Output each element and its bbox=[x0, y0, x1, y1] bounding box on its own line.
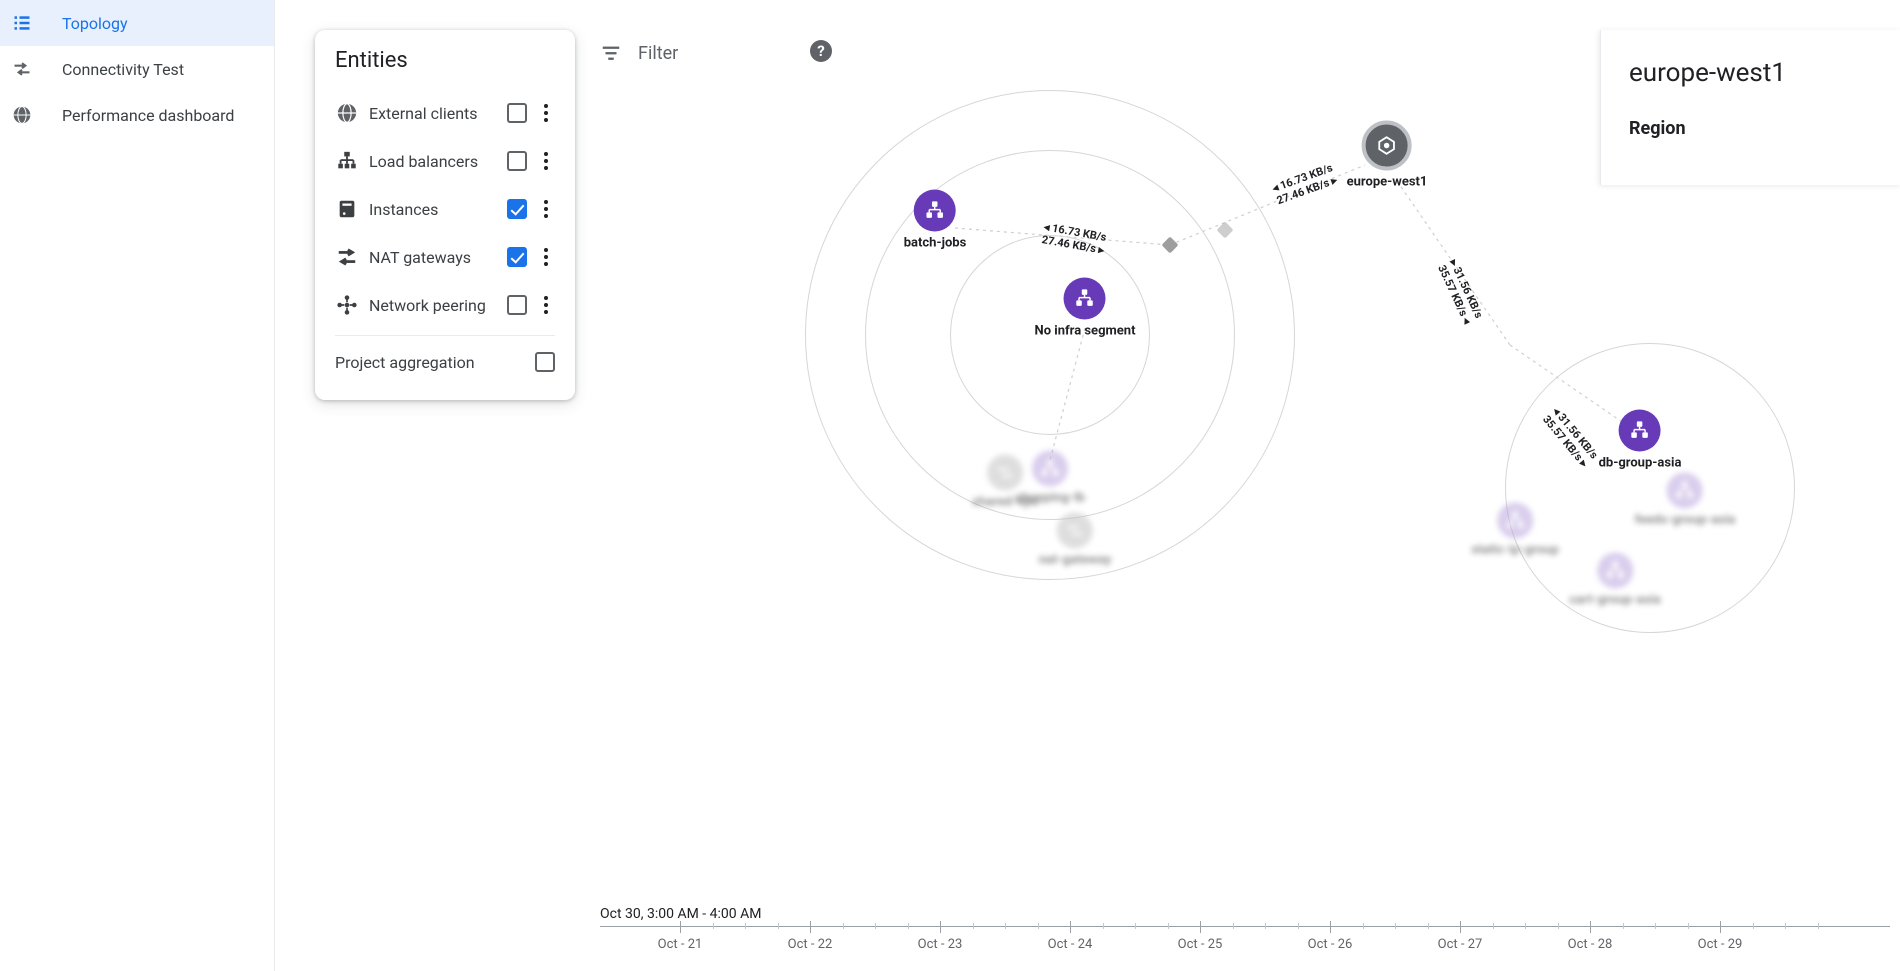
timeline-tick-minor bbox=[1493, 923, 1494, 929]
topology-node-blur-e[interactable]: static-ip-group bbox=[1471, 503, 1559, 558]
timeline-tick-minor bbox=[1623, 923, 1624, 929]
edge-traffic-label: ◂ 16.73 KB/s27.46 KB/s ▸ bbox=[1271, 161, 1339, 207]
timeline-tick-minor bbox=[1753, 923, 1754, 929]
node-label: feeds-group-asia bbox=[1635, 513, 1736, 528]
node-icon bbox=[987, 455, 1023, 491]
node-label: europe-west1 bbox=[1347, 175, 1428, 190]
timeline-tick-minor bbox=[745, 923, 746, 929]
timeline-tick bbox=[810, 921, 811, 933]
timeline-tick bbox=[680, 921, 681, 933]
timeline-tick-minor bbox=[1265, 923, 1266, 929]
timeline[interactable]: Oct 30, 3:00 AM - 4:00 AM Oct - 21Oct - … bbox=[600, 906, 1890, 961]
node-label: No infra segment bbox=[1035, 324, 1136, 339]
topology-node-blur-b[interactable]: shared-vpc bbox=[972, 455, 1038, 510]
timeline-tick-label: Oct - 25 bbox=[1178, 937, 1223, 952]
timeline-tick-minor bbox=[1135, 923, 1136, 929]
topology-graph[interactable]: batch-jobs No infra segment europe-west1 db… bbox=[275, 0, 1900, 971]
timeline-tick-label: Oct - 22 bbox=[788, 937, 833, 952]
timeline-axis: Oct - 21 Oct - 22 Oct - 23 Oct - 24 Oct - 25… bbox=[600, 926, 1890, 958]
swap-icon bbox=[10, 57, 34, 81]
topology-node-no-infra[interactable]: No infra segment bbox=[1035, 278, 1136, 339]
timeline-tick-minor bbox=[1363, 923, 1364, 929]
node-icon bbox=[1667, 473, 1703, 509]
timeline-tick bbox=[1590, 921, 1591, 933]
timeline-tick-label: Oct - 28 bbox=[1568, 937, 1613, 952]
timeline-tick-label: Oct - 23 bbox=[918, 937, 963, 952]
timeline-tick bbox=[1070, 921, 1071, 933]
timeline-tick-minor bbox=[1818, 923, 1819, 929]
timeline-label: Oct 30, 3:00 AM - 4:00 AM bbox=[600, 906, 1890, 922]
node-icon bbox=[1597, 553, 1633, 589]
node-label: batch-jobs bbox=[904, 236, 967, 251]
node-label: static-ip-group bbox=[1471, 543, 1559, 558]
timeline-tick-minor bbox=[778, 923, 779, 929]
node-label: shared-vpc bbox=[972, 495, 1038, 510]
nav-item-topology[interactable]: Topology bbox=[0, 0, 274, 46]
edge-traffic-label: ▸ 31.56 KB/s35.57 KB/s ◂ bbox=[1435, 258, 1485, 326]
timeline-tick-minor bbox=[973, 923, 974, 929]
timeline-tick-minor bbox=[1233, 923, 1234, 929]
node-label: cart-group-asia bbox=[1569, 593, 1660, 608]
nav-item-connectivity-test[interactable]: Connectivity Test bbox=[0, 46, 274, 92]
timeline-tick-minor bbox=[1395, 923, 1396, 929]
timeline-tick-label: Oct - 27 bbox=[1438, 937, 1483, 952]
main-canvas: Entities External clients Load balancers bbox=[275, 0, 1900, 971]
node-icon bbox=[1497, 503, 1533, 539]
globe-icon bbox=[10, 103, 34, 127]
timeline-tick-minor bbox=[908, 923, 909, 929]
nav-label: Connectivity Test bbox=[62, 60, 184, 79]
node-icon bbox=[1362, 121, 1412, 171]
node-icon bbox=[1064, 278, 1106, 320]
node-icon bbox=[1057, 513, 1093, 549]
timeline-tick-label: Oct - 26 bbox=[1308, 937, 1353, 952]
timeline-tick bbox=[1720, 921, 1721, 933]
timeline-tick bbox=[1200, 921, 1201, 933]
node-icon bbox=[914, 190, 956, 232]
nav-label: Topology bbox=[62, 14, 128, 33]
timeline-tick-label: Oct - 21 bbox=[658, 937, 703, 952]
timeline-tick-minor bbox=[1428, 923, 1429, 929]
topology-node-blur-c[interactable]: nat-gateway bbox=[1039, 513, 1112, 568]
topology-node-europe-w1[interactable]: europe-west1 bbox=[1347, 121, 1428, 190]
node-icon bbox=[1619, 410, 1661, 452]
nav-item-performance-dashboard[interactable]: Performance dashboard bbox=[0, 92, 274, 138]
timeline-tick-minor bbox=[1688, 923, 1689, 929]
timeline-tick bbox=[940, 921, 941, 933]
topology-node-blur-f[interactable]: cart-group-asia bbox=[1569, 553, 1660, 608]
timeline-tick-minor bbox=[713, 923, 714, 929]
timeline-tick-minor bbox=[1005, 923, 1006, 929]
nav-label: Performance dashboard bbox=[62, 106, 234, 125]
timeline-tick-minor bbox=[843, 923, 844, 929]
sidebar: Topology Connectivity Test Performance d… bbox=[0, 0, 275, 971]
timeline-tick bbox=[1460, 921, 1461, 933]
timeline-tick-minor bbox=[1298, 923, 1299, 929]
timeline-tick-minor bbox=[1168, 923, 1169, 929]
topology-node-db-group[interactable]: db-group-asia bbox=[1599, 410, 1682, 471]
node-label: db-group-asia bbox=[1599, 456, 1682, 471]
timeline-tick-minor bbox=[1103, 923, 1104, 929]
timeline-tick-minor bbox=[1785, 923, 1786, 929]
timeline-tick-label: Oct - 29 bbox=[1698, 937, 1743, 952]
topology-node-batch-jobs[interactable]: batch-jobs bbox=[904, 190, 967, 251]
timeline-tick-minor bbox=[1655, 923, 1656, 929]
topology-node-blur-d[interactable]: feeds-group-asia bbox=[1635, 473, 1736, 528]
node-label: nat-gateway bbox=[1039, 553, 1112, 568]
list-icon bbox=[10, 11, 34, 35]
timeline-tick-minor bbox=[1038, 923, 1039, 929]
timeline-tick-label: Oct - 24 bbox=[1048, 937, 1093, 952]
timeline-tick-minor bbox=[875, 923, 876, 929]
timeline-tick-minor bbox=[1525, 923, 1526, 929]
timeline-tick-minor bbox=[1558, 923, 1559, 929]
timeline-tick bbox=[1330, 921, 1331, 933]
